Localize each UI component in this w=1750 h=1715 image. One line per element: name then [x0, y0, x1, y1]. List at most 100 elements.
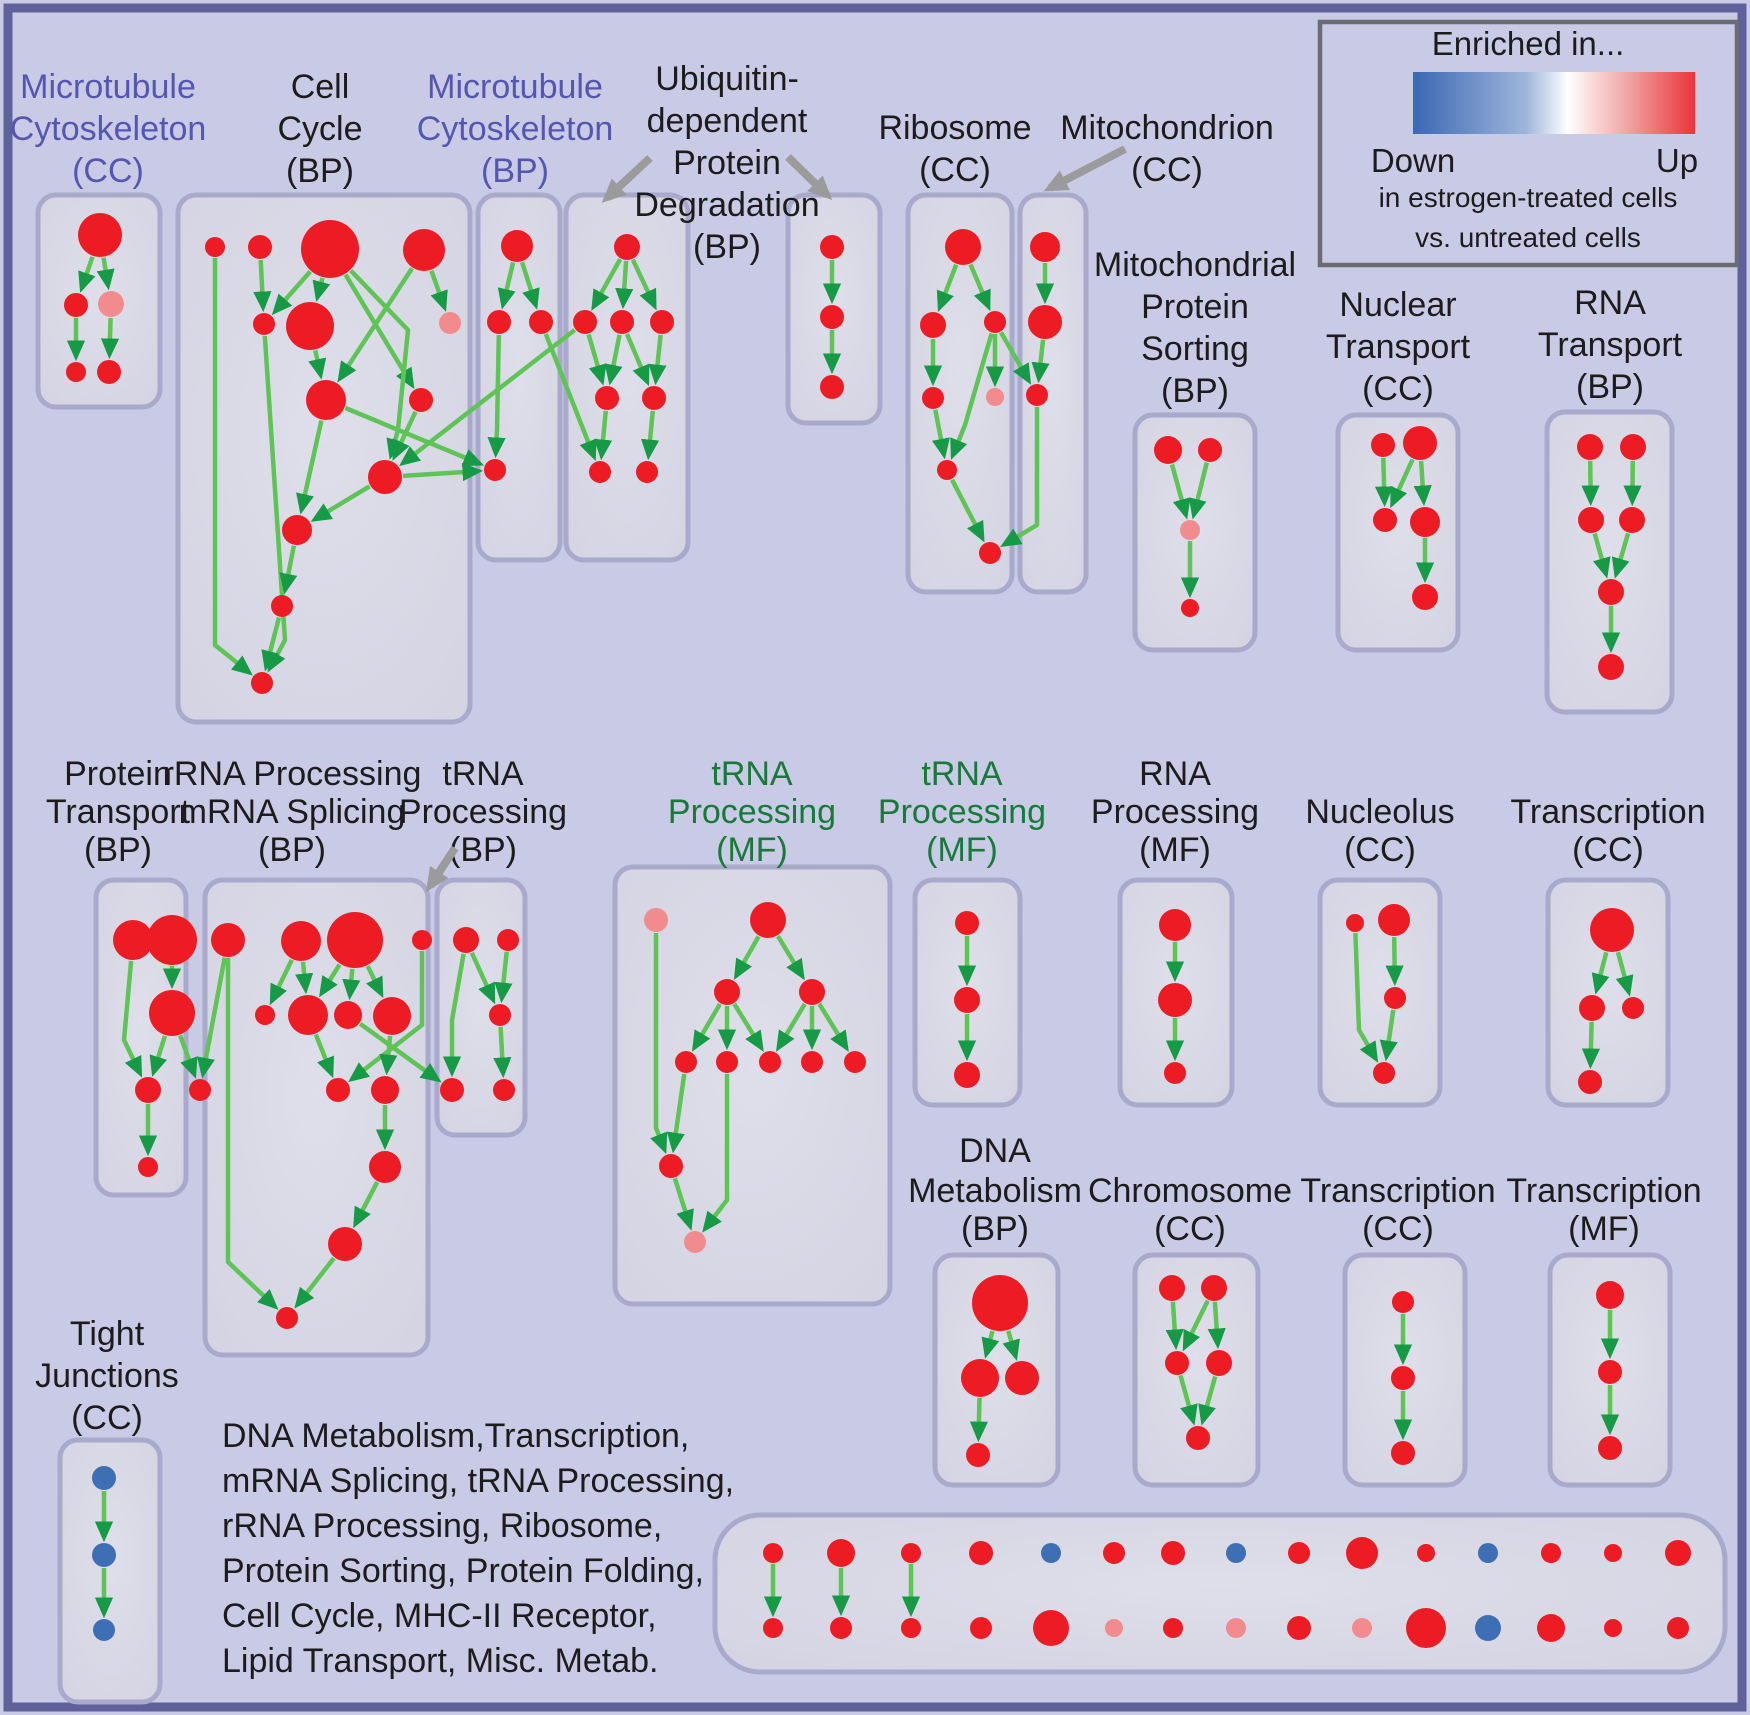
go-term-node-u6 [642, 386, 666, 410]
go-term-node-bb12 [1475, 1615, 1501, 1641]
edge-arrow-t2-t3 [1390, 458, 1415, 509]
go-term-node-p5 [138, 1157, 158, 1177]
go-term-node-g14 [276, 1307, 298, 1329]
edge-arrow-u3-u6 [624, 333, 650, 387]
go-term-node-bt6 [1103, 1542, 1125, 1564]
edge-arrow-m3-u7 [543, 333, 597, 462]
edge-arrow-m1-m3 [519, 261, 540, 310]
group-label-trnamf2: Processing [878, 793, 1046, 831]
edge-arrow-g2-g6 [269, 958, 294, 1006]
group-label-ribo: (CC) [919, 151, 991, 189]
go-term-node-t1 [1371, 433, 1395, 457]
go-term-node-e2 [1378, 904, 1410, 936]
group-box-bottom [712, 1512, 1728, 1675]
group-label-trnabp: (BP) [449, 831, 517, 869]
go-term-node-h1 [453, 927, 479, 953]
go-term-node-v1 [820, 235, 844, 259]
misc-text-line: mRNA Splicing, tRNA Processing, [222, 1462, 734, 1500]
edge-arrow-u4-u6 [648, 334, 667, 386]
go-term-node-n12 [271, 595, 293, 617]
group-label-transcc2: (CC) [1572, 831, 1644, 869]
go-term-node-u7 [589, 461, 611, 483]
go-term-node-q3 [1578, 507, 1604, 533]
group-label-chromo: (CC) [1154, 1210, 1226, 1248]
go-term-node-n3 [301, 220, 359, 278]
group-box-nuctrans [1335, 412, 1461, 653]
group-label-rrna: (BP) [258, 831, 326, 869]
group-label-mitosort: Protein [1141, 288, 1249, 326]
edge-arrow-h2-h3 [494, 951, 513, 1004]
edge-arrow-f4-f7 [776, 1002, 807, 1052]
group-label-transmf3: (MF) [1568, 1210, 1640, 1248]
go-term-node-g4 [412, 930, 432, 950]
go-term-node-w1 [955, 911, 979, 935]
group-label-transcc3: Transcription [1300, 1172, 1495, 1210]
edge-arrow-r3-r6 [950, 332, 994, 460]
edge-arrow-n3-n6 [312, 277, 331, 303]
go-term-node-p4 [135, 1077, 161, 1103]
go-term-node-e3 [1384, 987, 1406, 1009]
go-term-node-d3 [1622, 997, 1644, 1019]
go-term-node-g7 [288, 995, 328, 1035]
go-term-node-r6 [937, 460, 957, 480]
edge-arrow-h1-h3 [469, 951, 496, 1005]
edge-arrow-r6-r7 [950, 478, 985, 543]
edge-arrow-q2-q4 [1623, 460, 1642, 507]
label-pointer-arrow-2 [1043, 145, 1127, 192]
edge-arrow-g7-g10 [313, 1033, 334, 1079]
edge-arrow-s2-s3 [1188, 462, 1209, 520]
go-term-node-m2 [487, 310, 511, 334]
go-term-node-c1 [1030, 232, 1060, 262]
group-label-transcc3: (CC) [1362, 1210, 1434, 1248]
edge-arrow-n1-n13 [212, 258, 253, 676]
edge-arrow-c2-c3 [1031, 339, 1050, 384]
go-term-node-x2 [1158, 983, 1192, 1017]
group-label-trnamf2: (MF) [926, 831, 998, 869]
group-label-chromo: Chromosome [1088, 1172, 1292, 1210]
go-term-node-t2 [1403, 426, 1437, 460]
group-label-ubiq: Protein [673, 144, 781, 182]
edge-arrow-t1-t3 [1374, 457, 1394, 508]
legend-subtitle-2: vs. untreated cells [1415, 222, 1641, 253]
go-term-node-w2 [954, 987, 980, 1013]
edge-arrow-r1-r3 [968, 263, 991, 312]
go-term-node-b1 [92, 1466, 116, 1490]
go-term-node-n7 [439, 312, 461, 334]
edge-arrow-o2-o3 [1182, 1299, 1210, 1352]
group-label-rnatrans: Transport [1538, 326, 1683, 364]
group-label-rnaproc: RNA [1139, 755, 1211, 793]
go-term-node-d2 [1579, 995, 1605, 1021]
go-term-node-r5 [986, 388, 1004, 406]
group-label-ubiq: (BP) [693, 228, 761, 266]
go-term-node-bb5 [1033, 1610, 1069, 1646]
go-term-node-bt11 [1417, 1544, 1435, 1562]
group-box-chromo [1132, 1252, 1261, 1488]
edge-arrow-e2-e3 [1385, 936, 1404, 987]
edge-arrow-g3-g7 [319, 963, 342, 998]
go-term-node-z2 [1598, 1360, 1622, 1384]
go-term-node-y1 [1392, 1291, 1414, 1313]
group-label-cc: Cycle [277, 110, 362, 148]
legend-title: Enriched in... [1432, 25, 1625, 62]
edge-arrow-q4-q5 [1611, 532, 1631, 579]
go-term-node-bb8 [1226, 1618, 1246, 1638]
edge-arrow-q1-q3 [1581, 460, 1600, 507]
go-term-node-n5 [253, 313, 275, 335]
legend-gradient-bar [1413, 72, 1695, 134]
go-term-node-g8 [334, 1001, 362, 1029]
go-term-node-bb11 [1406, 1608, 1446, 1648]
group-label-cc: Cell [291, 68, 350, 106]
group-label-ubiq: dependent [647, 102, 808, 140]
group-label-mitosort: Mitochondrial [1094, 246, 1296, 284]
go-term-node-f7 [759, 1051, 781, 1073]
group-label-tight: Junctions [35, 1357, 179, 1395]
go-term-node-y3 [1391, 1441, 1415, 1465]
go-term-node-g1 [211, 923, 245, 957]
edge-arrow-d2-d4 [1581, 1021, 1601, 1070]
go-term-node-x3 [1164, 1062, 1186, 1084]
go-term-node-s1 [1154, 436, 1182, 464]
group-label-nuctrans: Transport [1326, 328, 1471, 366]
go-term-node-bb3 [901, 1618, 921, 1638]
go-term-node-q2 [1620, 434, 1646, 460]
